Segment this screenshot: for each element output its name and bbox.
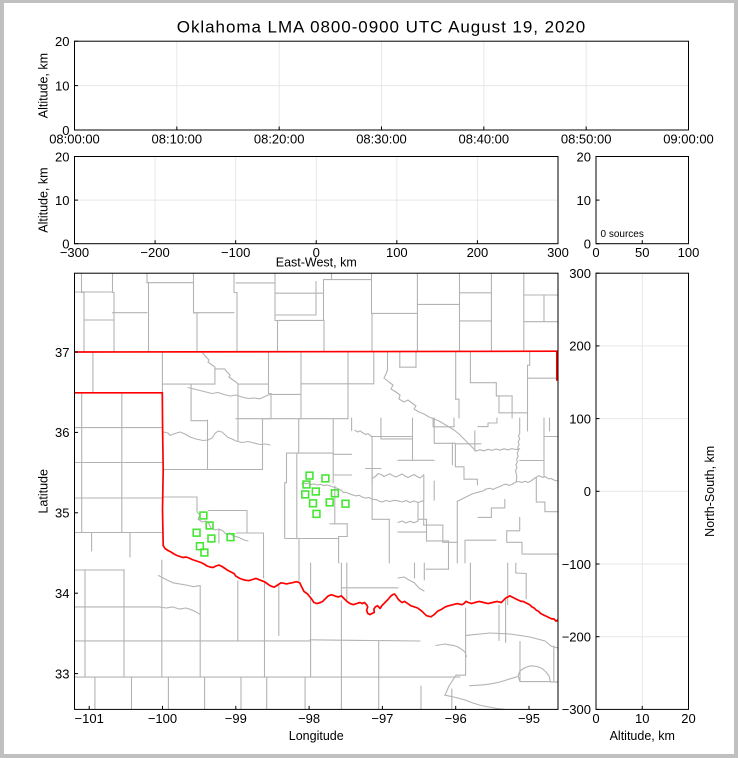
svg-text:10: 10 bbox=[55, 78, 69, 93]
svg-text:−300: −300 bbox=[60, 245, 89, 260]
svg-text:08:30:00: 08:30:00 bbox=[356, 132, 407, 147]
svg-text:−100: −100 bbox=[148, 711, 177, 726]
svg-text:10: 10 bbox=[635, 711, 649, 726]
svg-text:100: 100 bbox=[678, 245, 700, 260]
svg-text:35: 35 bbox=[55, 506, 69, 521]
svg-text:0: 0 bbox=[62, 123, 69, 138]
svg-text:300: 300 bbox=[569, 266, 591, 281]
svg-text:0: 0 bbox=[584, 484, 591, 499]
svg-text:36: 36 bbox=[55, 425, 69, 440]
svg-text:33: 33 bbox=[55, 666, 69, 681]
svg-text:20: 20 bbox=[55, 34, 69, 49]
svg-text:Longitude: Longitude bbox=[289, 729, 344, 743]
svg-text:−100: −100 bbox=[562, 557, 591, 572]
svg-text:−200: −200 bbox=[140, 245, 169, 260]
svg-text:−96: −96 bbox=[445, 711, 467, 726]
svg-text:200: 200 bbox=[467, 245, 489, 260]
svg-text:−99: −99 bbox=[225, 711, 247, 726]
svg-text:08:40:00: 08:40:00 bbox=[459, 132, 510, 147]
svg-text:10: 10 bbox=[55, 193, 69, 208]
svg-text:North-South, km: North-South, km bbox=[703, 446, 717, 537]
svg-text:−98: −98 bbox=[298, 711, 320, 726]
svg-text:100: 100 bbox=[386, 245, 408, 260]
svg-text:08:20:00: 08:20:00 bbox=[254, 132, 305, 147]
svg-text:50: 50 bbox=[635, 245, 649, 260]
svg-text:Altitude, km: Altitude, km bbox=[610, 729, 675, 743]
svg-text:Altitude, km: Altitude, km bbox=[37, 167, 51, 232]
svg-text:−95: −95 bbox=[518, 711, 540, 726]
svg-text:−101: −101 bbox=[75, 711, 104, 726]
svg-text:−300: −300 bbox=[562, 702, 591, 717]
svg-text:Oklahoma LMA 0800-0900 UTC Aug: Oklahoma LMA 0800-0900 UTC August 19, 20… bbox=[177, 18, 586, 37]
svg-text:0: 0 bbox=[62, 237, 69, 252]
svg-text:Altitude, km: Altitude, km bbox=[37, 53, 51, 118]
svg-text:08:50:00: 08:50:00 bbox=[561, 132, 612, 147]
svg-text:20: 20 bbox=[681, 711, 695, 726]
svg-text:Latitude: Latitude bbox=[37, 469, 51, 514]
svg-text:0 sources: 0 sources bbox=[601, 229, 644, 240]
svg-text:09:00:00: 09:00:00 bbox=[663, 132, 714, 147]
svg-text:300: 300 bbox=[547, 245, 569, 260]
svg-text:100: 100 bbox=[569, 411, 591, 426]
svg-text:−100: −100 bbox=[221, 245, 250, 260]
svg-text:08:10:00: 08:10:00 bbox=[152, 132, 203, 147]
svg-text:0: 0 bbox=[313, 245, 320, 260]
svg-text:East-West, km: East-West, km bbox=[276, 256, 357, 270]
svg-text:200: 200 bbox=[569, 339, 591, 354]
svg-text:34: 34 bbox=[55, 586, 69, 601]
svg-text:37: 37 bbox=[55, 345, 69, 360]
svg-text:20: 20 bbox=[577, 149, 591, 164]
svg-text:−97: −97 bbox=[371, 711, 393, 726]
svg-text:0: 0 bbox=[592, 711, 599, 726]
svg-text:0: 0 bbox=[584, 237, 591, 252]
svg-text:20: 20 bbox=[55, 149, 69, 164]
svg-text:−200: −200 bbox=[562, 630, 591, 645]
svg-text:08:00:00: 08:00:00 bbox=[49, 132, 100, 147]
svg-text:0: 0 bbox=[592, 245, 599, 260]
svg-text:10: 10 bbox=[577, 193, 591, 208]
